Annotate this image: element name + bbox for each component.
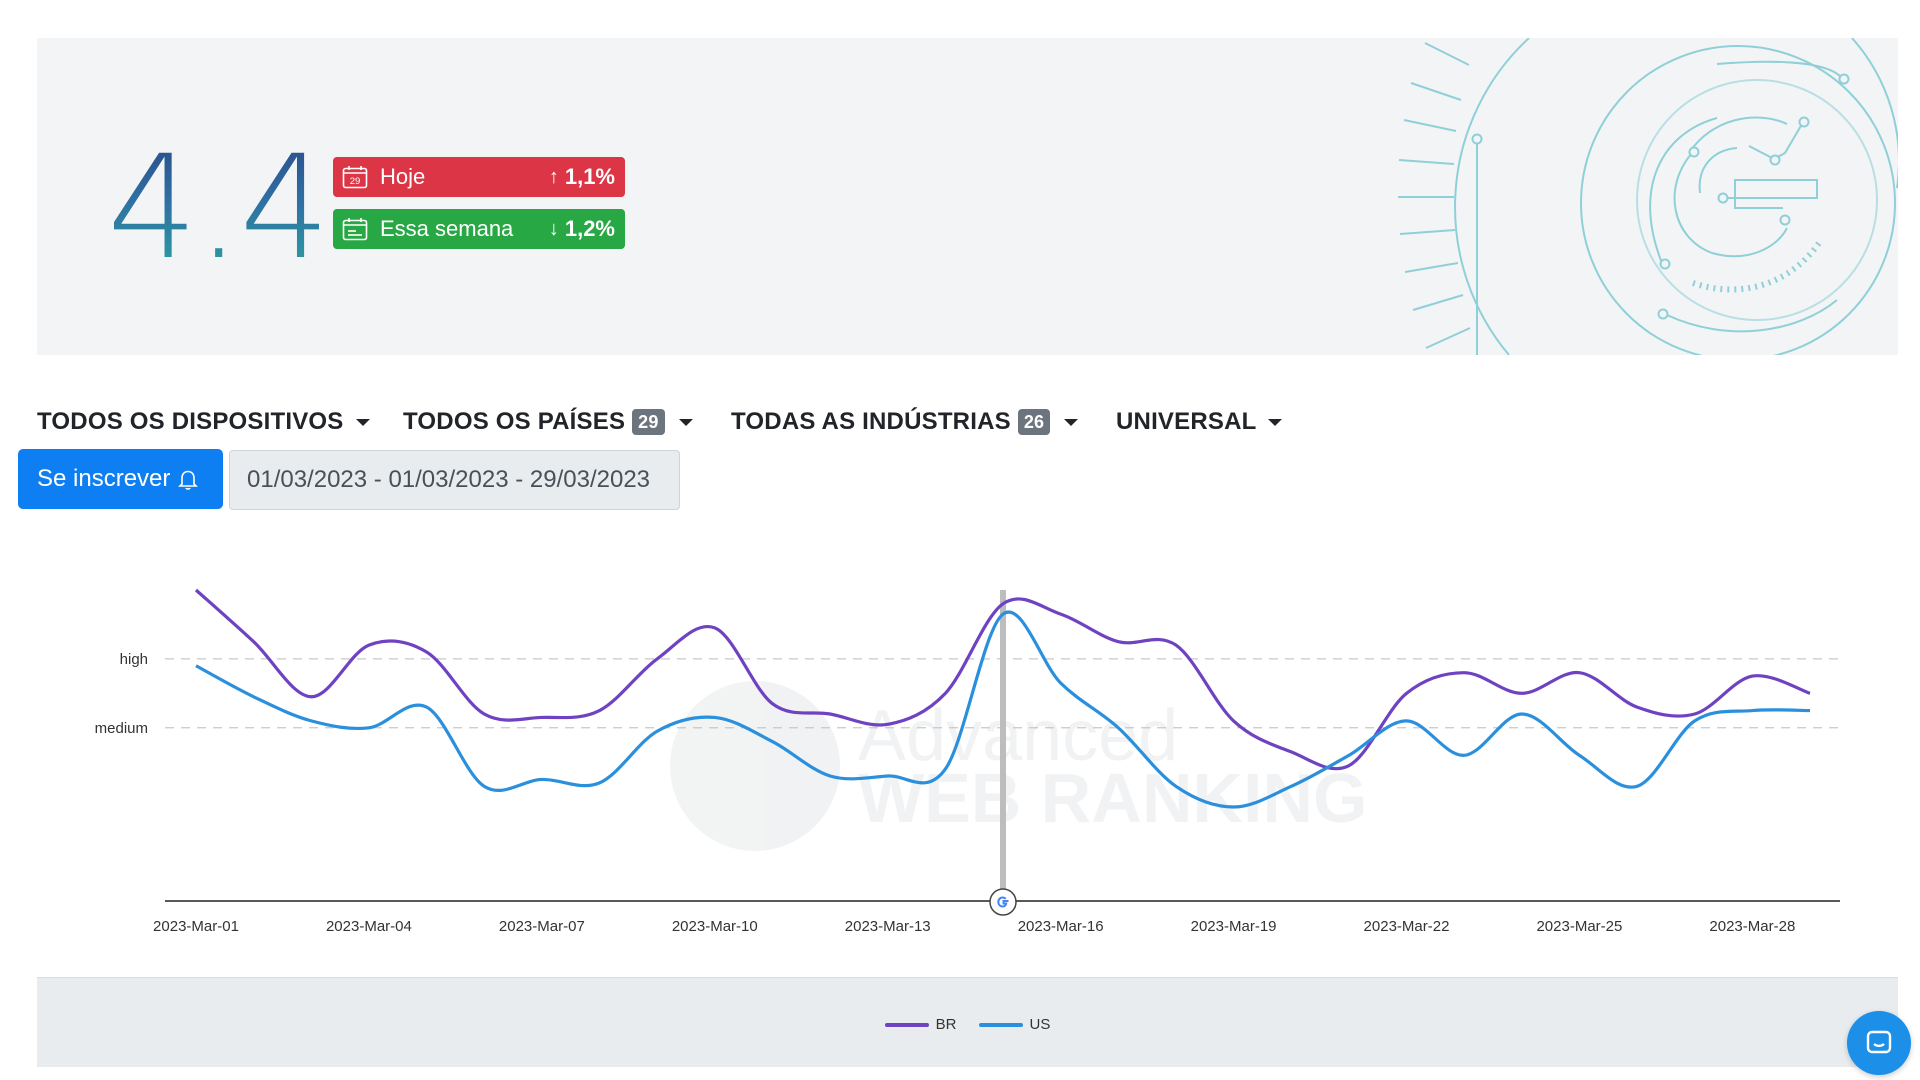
- caret-down-icon: [355, 418, 370, 426]
- x-tick-label: 2023-Mar-19: [1191, 918, 1277, 935]
- google-circuit-illustration: [1398, 38, 1898, 355]
- week-change: ↓ 1,2%: [549, 216, 615, 242]
- visibility-line-chart: Advanced WEB RANKING high medium 2023-Mar…: [95, 588, 1840, 935]
- y-tick-label: medium: [95, 720, 148, 737]
- countries-count-badge: 29: [632, 409, 665, 435]
- update-marker-line: [1000, 590, 1006, 900]
- x-tick-label: 2023-Mar-22: [1364, 918, 1450, 935]
- subscribe-label: Se inscrever: [37, 465, 171, 492]
- subscribe-button[interactable]: Se inscrever: [18, 449, 223, 509]
- universal-filter-label: UNIVERSAL: [1116, 408, 1257, 435]
- today-label: Hoje: [380, 164, 426, 189]
- chart-legend-bar: BR US: [37, 977, 1898, 1067]
- caret-down-icon: [1064, 418, 1079, 426]
- visibility-score: 4.4: [107, 124, 330, 291]
- week-change-badge: Essa semana ↓ 1,2%: [333, 209, 625, 249]
- universal-filter-dropdown[interactable]: UNIVERSAL: [1116, 405, 1283, 439]
- industries-filter-label: TODAS AS INDÚSTRIAS: [731, 408, 1011, 435]
- legend-label: BR: [935, 1016, 957, 1033]
- industries-count-badge: 26: [1017, 409, 1051, 435]
- calendar-day-icon: 29: [342, 166, 368, 189]
- legend-item-br[interactable]: BR: [884, 1016, 957, 1033]
- chat-icon: [1866, 1030, 1892, 1054]
- hero-banner: 4.4 29 Hoje ↑ 1,1% Essa semana ↓ 1,2%: [37, 38, 1898, 355]
- chart-legend: BR US: [37, 1016, 1898, 1033]
- today-change: ↑ 1,1%: [549, 164, 615, 190]
- legend-swatch: [978, 1022, 1023, 1027]
- caret-down-icon: [1268, 418, 1283, 426]
- today-change-value: 1,1%: [564, 164, 615, 189]
- x-tick-label: 2023-Mar-10: [672, 918, 758, 935]
- legend-item-us[interactable]: US: [978, 1016, 1051, 1033]
- arrow-up-icon: ↑: [548, 165, 559, 188]
- industries-filter-dropdown[interactable]: TODAS AS INDÚSTRIAS 26: [731, 405, 1079, 439]
- bell-icon: [178, 470, 199, 490]
- x-tick-label: 2023-Mar-01: [153, 918, 239, 935]
- legend-swatch: [884, 1022, 929, 1027]
- chat-launcher-button[interactable]: [1847, 1011, 1911, 1075]
- x-tick-label: 2023-Mar-07: [499, 918, 585, 935]
- week-label: Essa semana: [380, 216, 514, 241]
- chart-watermark: Advanced WEB RANKING: [670, 681, 1367, 851]
- caret-down-icon: [678, 418, 693, 426]
- today-change-badge: 29 Hoje ↑ 1,1%: [333, 157, 625, 197]
- svg-text:29: 29: [350, 176, 361, 187]
- series-line-br: [194, 588, 1811, 771]
- legend-label: US: [1029, 1016, 1051, 1033]
- x-tick-label: 2023-Mar-28: [1709, 918, 1795, 935]
- devices-filter-dropdown[interactable]: TODOS OS DISPOSITIVOS: [37, 405, 370, 439]
- arrow-down-icon: ↓: [548, 217, 559, 240]
- calendar-week-icon: [342, 218, 368, 241]
- countries-filter-dropdown[interactable]: TODOS OS PAÍSES 29: [403, 405, 693, 439]
- y-tick-label: high: [120, 651, 148, 668]
- x-tick-label: 2023-Mar-13: [845, 918, 931, 935]
- series-line-us: [195, 610, 1811, 809]
- date-range-picker[interactable]: 01/03/2023 - 01/03/2023 - 29/03/2023: [229, 450, 680, 510]
- devices-filter-label: TODOS OS DISPOSITIVOS: [37, 408, 344, 435]
- x-tick-label: 2023-Mar-25: [1536, 918, 1622, 935]
- week-change-value: 1,2%: [564, 216, 615, 241]
- x-tick-label: 2023-Mar-16: [1018, 918, 1104, 935]
- countries-filter-label: TODOS OS PAÍSES: [403, 408, 626, 435]
- x-tick-label: 2023-Mar-04: [326, 918, 412, 935]
- watermark-line2: WEB RANKING: [858, 759, 1367, 837]
- google-icon[interactable]: [989, 888, 1017, 916]
